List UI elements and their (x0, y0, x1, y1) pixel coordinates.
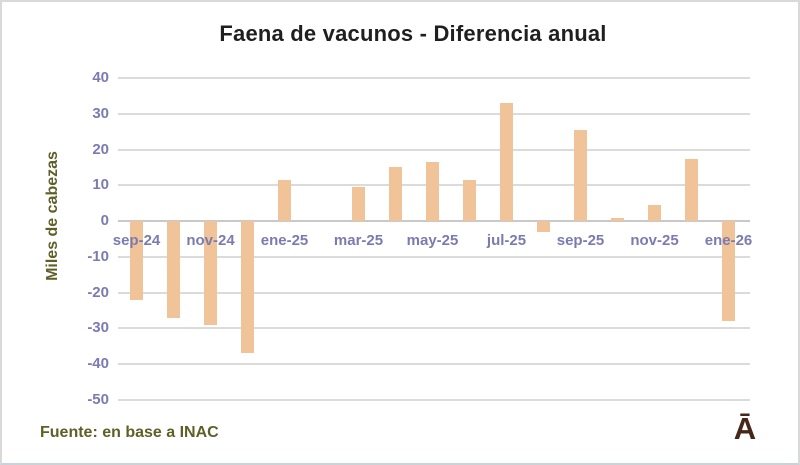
y-tick-label: -30 (87, 319, 109, 337)
bar-ene-25 (278, 179, 291, 222)
gridline (118, 255, 750, 258)
gridline (118, 399, 750, 401)
y-tick-label: 40 (92, 69, 109, 86)
bar-oct-25 (611, 217, 624, 222)
bar-jul-25 (500, 103, 513, 222)
x-tick-label: sep-24 (112, 232, 161, 249)
bar-sep-24 (130, 221, 143, 300)
bar-dic-25 (685, 158, 698, 222)
gridline (118, 112, 750, 115)
y-tick-label: 20 (92, 140, 109, 158)
gridline (118, 77, 750, 79)
gridline (118, 291, 750, 294)
zero-gridline (118, 220, 750, 223)
bar-jun-25 (463, 179, 476, 222)
bar-oct-24 (167, 221, 180, 318)
y-tick-label: -20 (87, 283, 109, 301)
y-tick-label: -10 (87, 247, 109, 265)
chart-title: Faena de vacunos - Diferencia anual (219, 21, 607, 46)
x-tick-label: ene-26 (704, 232, 753, 249)
y-tick-label: 30 (92, 104, 109, 122)
gridline (118, 327, 750, 330)
y-tick-label: -40 (87, 355, 109, 373)
bar-ago-25 (537, 221, 550, 232)
bar-abr-25 (389, 167, 402, 222)
x-tick-label: sep-25 (556, 232, 605, 249)
bar-sep-25 (574, 129, 587, 222)
y-tick-label: 10 (92, 176, 109, 194)
source-note: Fuente: en base a INAC (40, 424, 219, 441)
gridline (118, 363, 750, 366)
y-tick-label: 0 (100, 212, 109, 230)
bar-nov-25 (648, 205, 661, 222)
bar-nov-24 (204, 221, 217, 325)
bar-mar-25 (352, 187, 365, 222)
bar-ene-26 (722, 221, 735, 322)
x-tick-label: ene-25 (260, 232, 309, 249)
bar-may-25 (426, 162, 439, 222)
y-tick-label: -50 (87, 391, 109, 408)
bar-dic-24 (241, 221, 254, 354)
logo-a-macron: Ā (733, 411, 757, 446)
x-tick-label: nov-25 (630, 232, 679, 249)
x-tick-label: may-25 (406, 232, 459, 249)
x-tick-label: mar-25 (333, 232, 384, 249)
gridline (118, 148, 750, 151)
x-tick-label: jul-25 (486, 232, 527, 249)
x-tick-label: nov-24 (186, 232, 235, 249)
